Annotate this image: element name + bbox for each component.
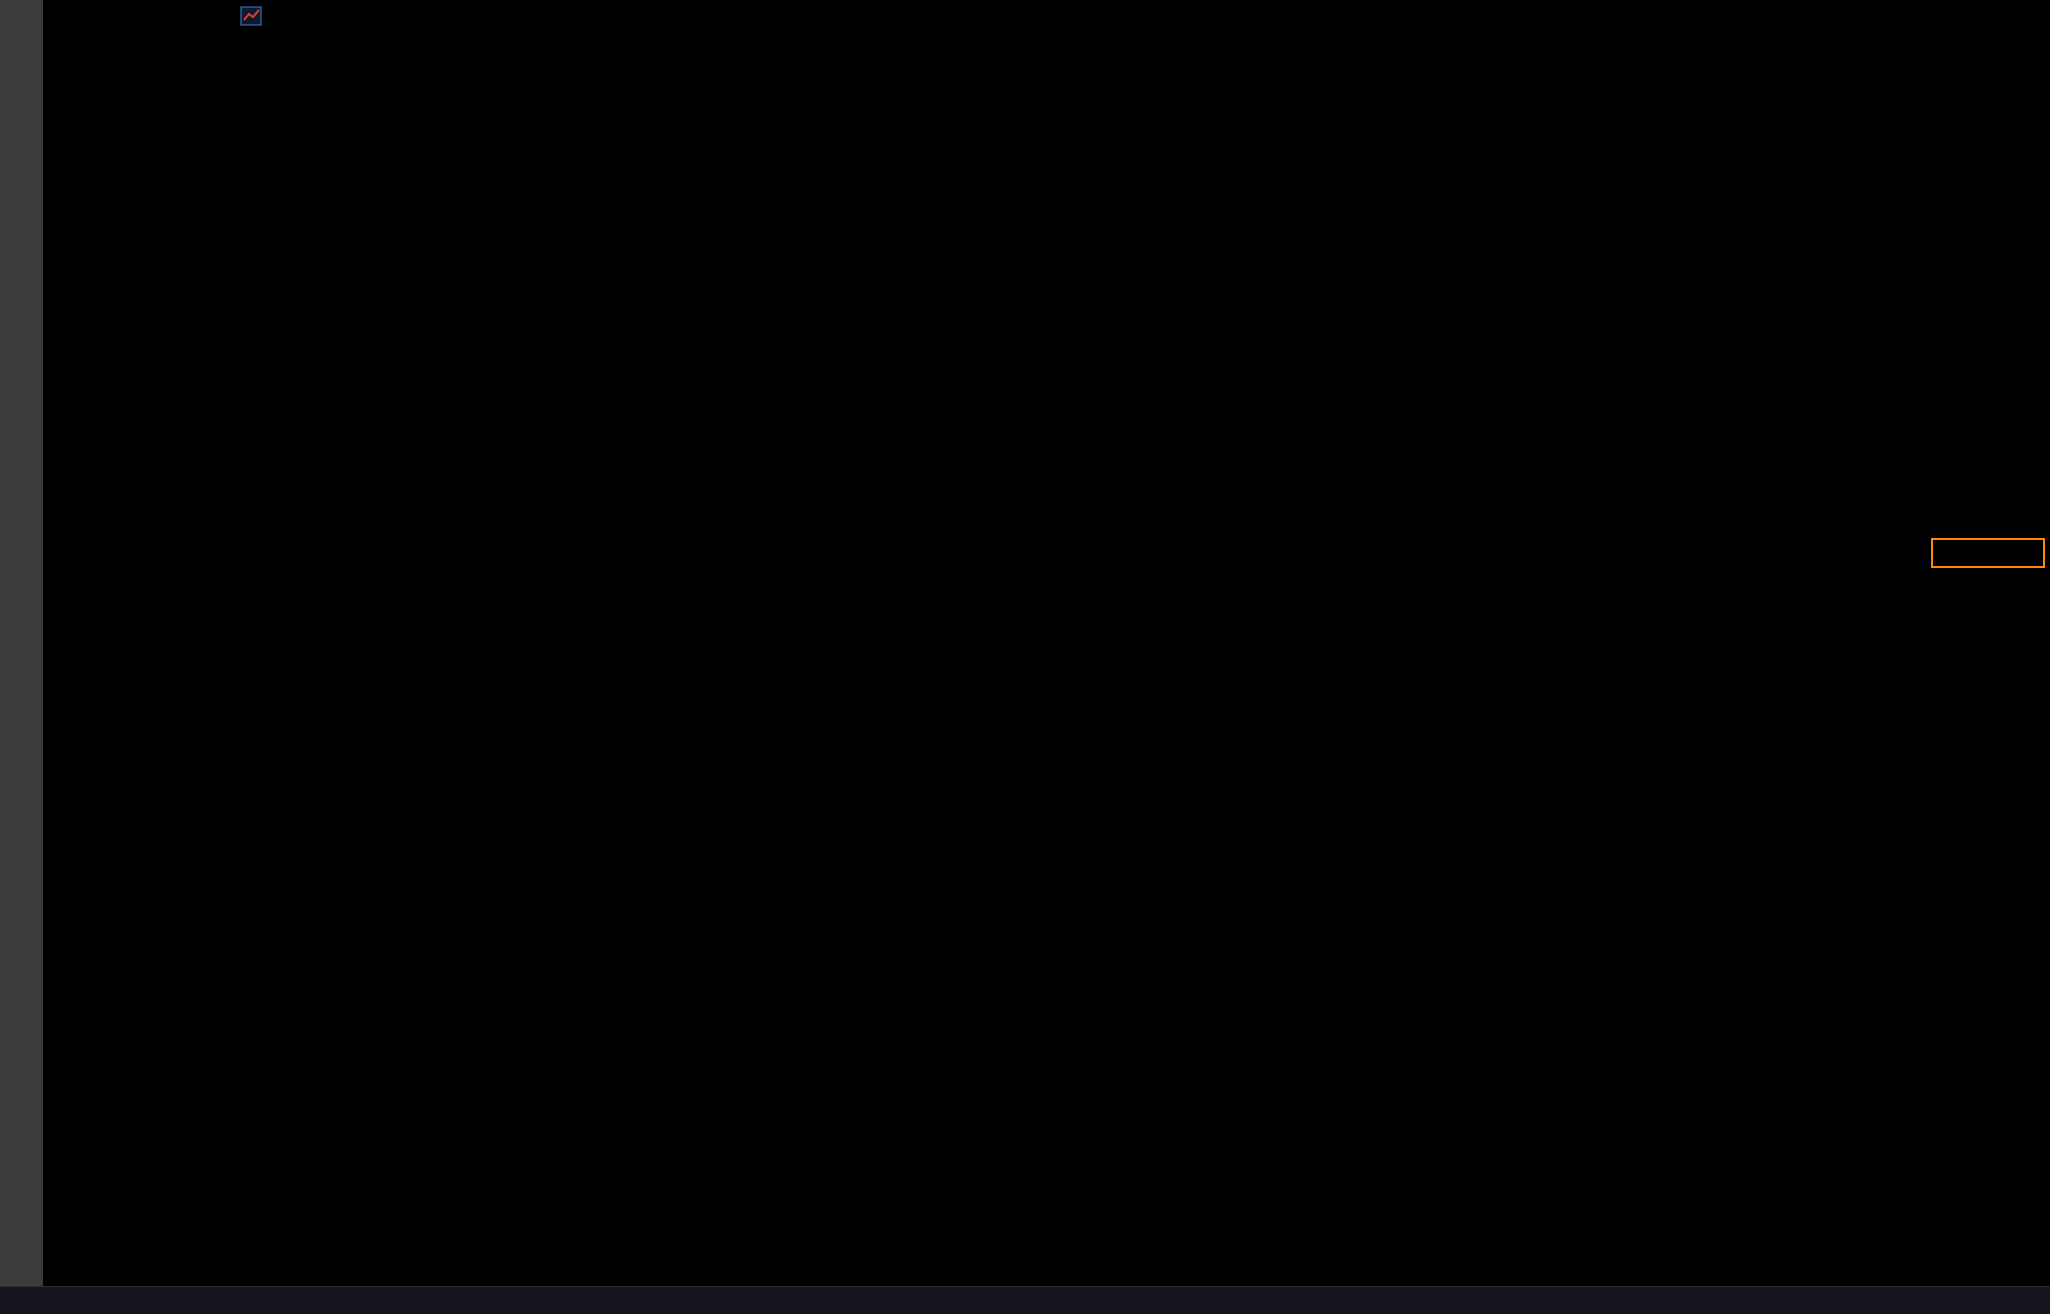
last-price-box [1931,538,2045,568]
mini-chart-line [243,9,260,21]
chart-header [192,6,294,26]
bottom-tab-bar [0,1286,2050,1314]
left-sidebar [0,0,43,1286]
mini-chart-icon[interactable] [240,6,262,26]
